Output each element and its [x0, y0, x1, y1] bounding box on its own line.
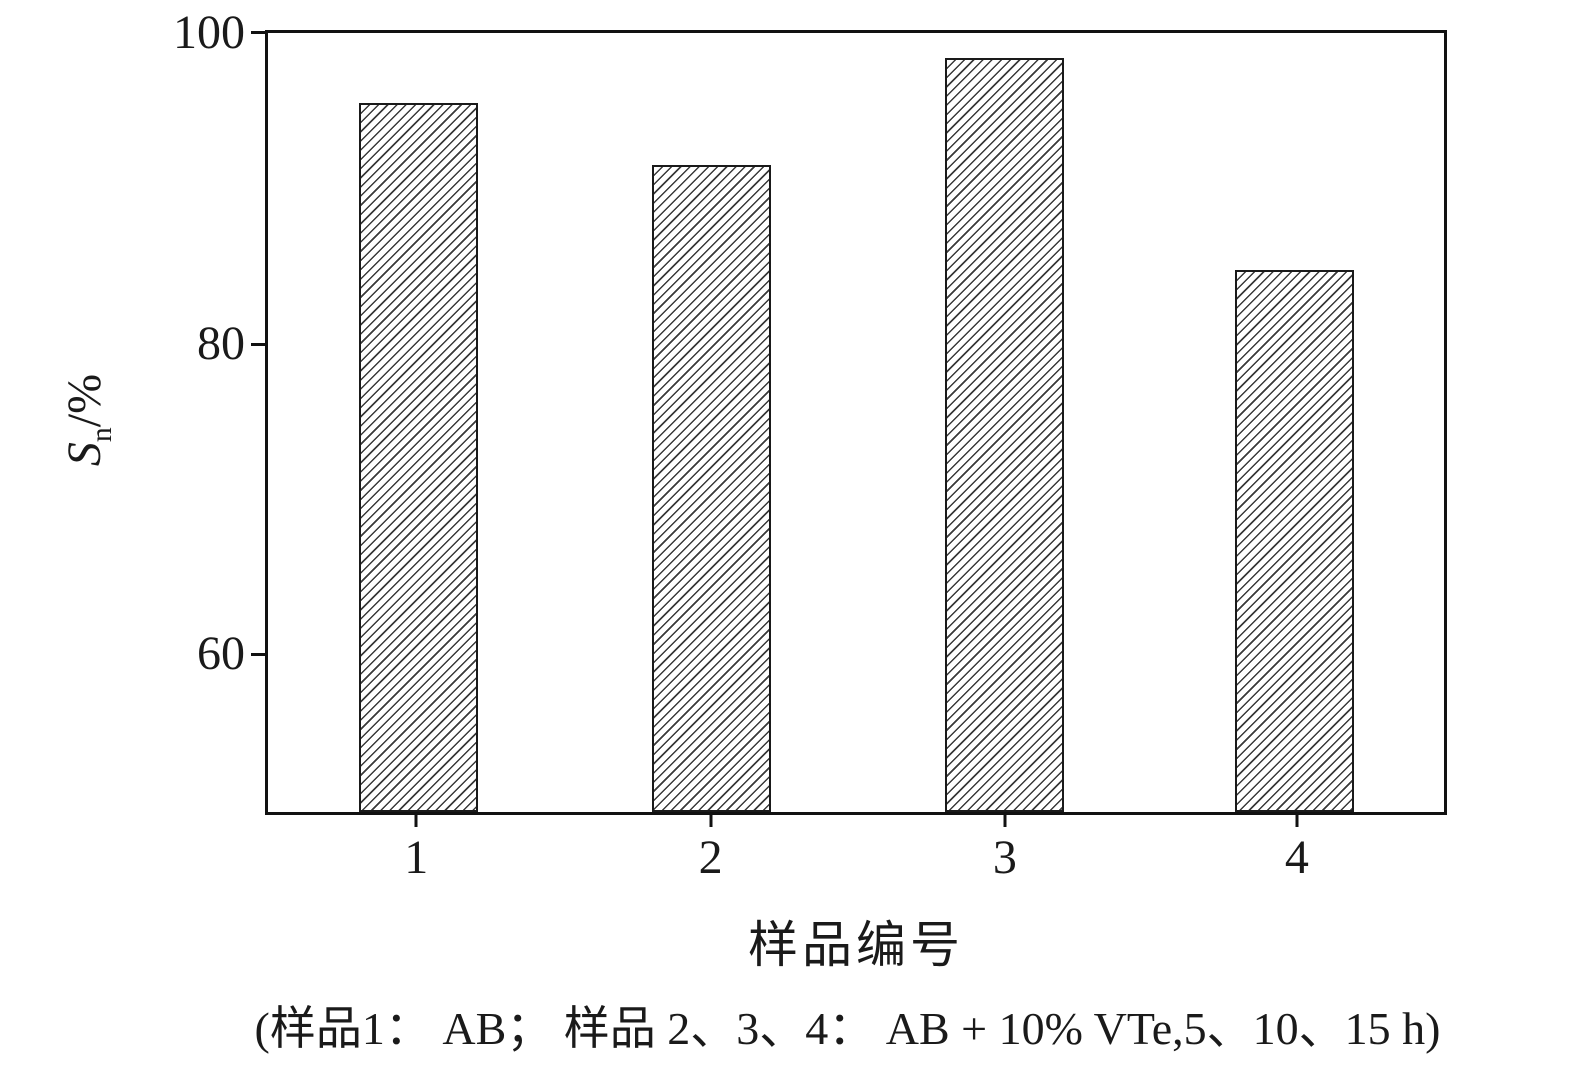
bar-sample-1 [359, 103, 478, 812]
y-axis-label: Sn/% [57, 374, 119, 466]
x-tick-label-4: 4 [1284, 831, 1309, 884]
y-axis-label-unit: /% [58, 373, 112, 428]
y-axis-label-symbol: S [58, 442, 112, 467]
x-tick-label-2: 2 [698, 831, 723, 884]
x-tick-label-3: 3 [992, 831, 1017, 884]
y-tick-label-100: 100 [173, 6, 245, 59]
figure-caption: (样品1： AB； 样品 2、3、4： AB + 10% VTe,5、10、15… [254, 1003, 1441, 1054]
y-axis-label-subscript: n [84, 427, 118, 443]
x-axis-title: 样品编号 [748, 917, 964, 973]
y-tick-mark-80 [251, 343, 265, 346]
x-tick-row: 1 2 3 4 [265, 815, 1447, 905]
y-tick-mark-60 [251, 653, 265, 656]
x-tick-mark-4 [1295, 815, 1299, 827]
y-tick-mark-100 [251, 31, 265, 34]
x-tick-mark-1 [414, 815, 418, 827]
x-tick-mark-2 [709, 815, 713, 827]
bar-sample-3 [944, 57, 1064, 812]
plot-area [265, 30, 1447, 815]
x-tick-mark-3 [1003, 815, 1007, 827]
x-tick-label-1: 1 [404, 831, 429, 884]
y-tick-label-60: 60 [197, 627, 245, 680]
y-tick-label-80: 80 [197, 317, 245, 370]
bar-sample-2 [651, 165, 771, 812]
bar-sample-4 [1235, 269, 1355, 812]
